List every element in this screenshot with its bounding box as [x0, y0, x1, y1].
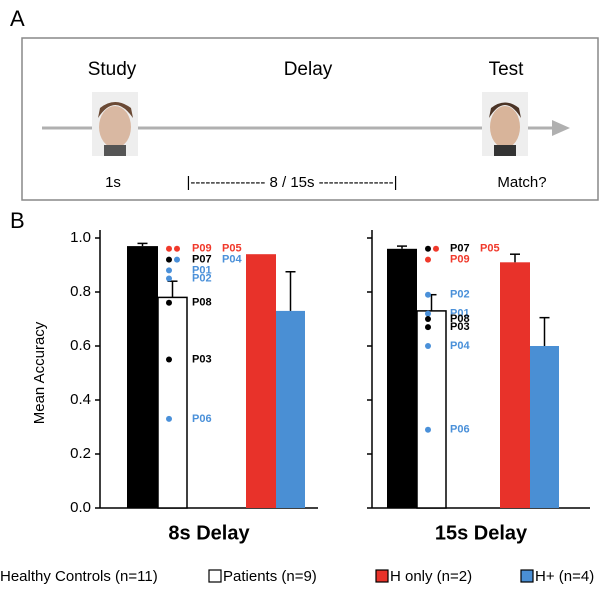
patient-point [433, 246, 439, 252]
patient-point [166, 416, 172, 422]
patient-point [166, 246, 172, 252]
patient-label: P06 [192, 413, 212, 425]
bar [530, 346, 559, 508]
patient-point [166, 300, 172, 306]
chart-title: 15s Delay [435, 522, 528, 544]
delay-time: |--------------- 8 / 15s ---------------… [186, 174, 397, 191]
legend-label: Healthy Controls (n=11) [0, 568, 158, 585]
patient-point [174, 257, 180, 263]
bar [276, 311, 305, 508]
panel-letter: B [10, 208, 25, 233]
patient-point [425, 316, 431, 322]
bar [127, 246, 158, 508]
patient-point [425, 343, 431, 349]
patient-label: P04 [222, 254, 242, 266]
y-axis-label: Mean Accuracy [31, 321, 48, 424]
chart-title: 8s Delay [168, 522, 250, 544]
patient-point [425, 257, 431, 263]
legend-label: Patients (n=9) [223, 568, 317, 585]
patient-label: P05 [480, 243, 500, 255]
face-test [482, 92, 528, 156]
bar [246, 254, 276, 508]
face-study [92, 92, 138, 156]
patient-label: P09 [450, 254, 470, 266]
patient-label: P02 [192, 272, 212, 284]
y-tick-label: 0.2 [70, 445, 91, 462]
legend-swatch [521, 570, 533, 582]
patient-point [425, 292, 431, 298]
legend-label: H only (n=2) [390, 568, 472, 585]
y-tick-label: 0.4 [70, 391, 91, 408]
patient-label: P02 [450, 289, 470, 301]
patient-point [166, 267, 172, 273]
legend-swatch [376, 570, 388, 582]
patient-point [174, 246, 180, 252]
bar [500, 262, 530, 508]
study-time: 1s [105, 174, 121, 191]
y-tick-label: 0.0 [70, 499, 91, 516]
bar [158, 297, 187, 508]
stage-label: Delay [284, 59, 333, 80]
patient-point [425, 246, 431, 252]
patient-point [425, 324, 431, 330]
bar [417, 311, 446, 508]
patient-label: P08 [192, 297, 212, 309]
patient-label: P06 [450, 424, 470, 436]
y-tick-label: 1.0 [70, 229, 91, 246]
patient-point [166, 257, 172, 263]
patient-point [425, 311, 431, 317]
stage-label: Test [489, 59, 525, 80]
test-prompt: Match? [497, 174, 546, 191]
patient-point [166, 276, 172, 282]
y-tick-label: 0.8 [70, 283, 91, 300]
stage-label: Study [88, 59, 137, 80]
figure: A Study Delay Test 1s |--------------- 8… [0, 0, 616, 590]
patient-point [166, 357, 172, 363]
patient-label: P03 [192, 353, 212, 365]
patient-point [425, 427, 431, 433]
patient-label: P04 [450, 340, 470, 352]
patient-label: P03 [450, 321, 470, 333]
y-tick-label: 0.6 [70, 337, 91, 354]
bar [387, 249, 417, 508]
panel-letter: A [10, 6, 25, 31]
legend-swatch [209, 570, 221, 582]
legend-label: H+ (n=4) [535, 568, 594, 585]
